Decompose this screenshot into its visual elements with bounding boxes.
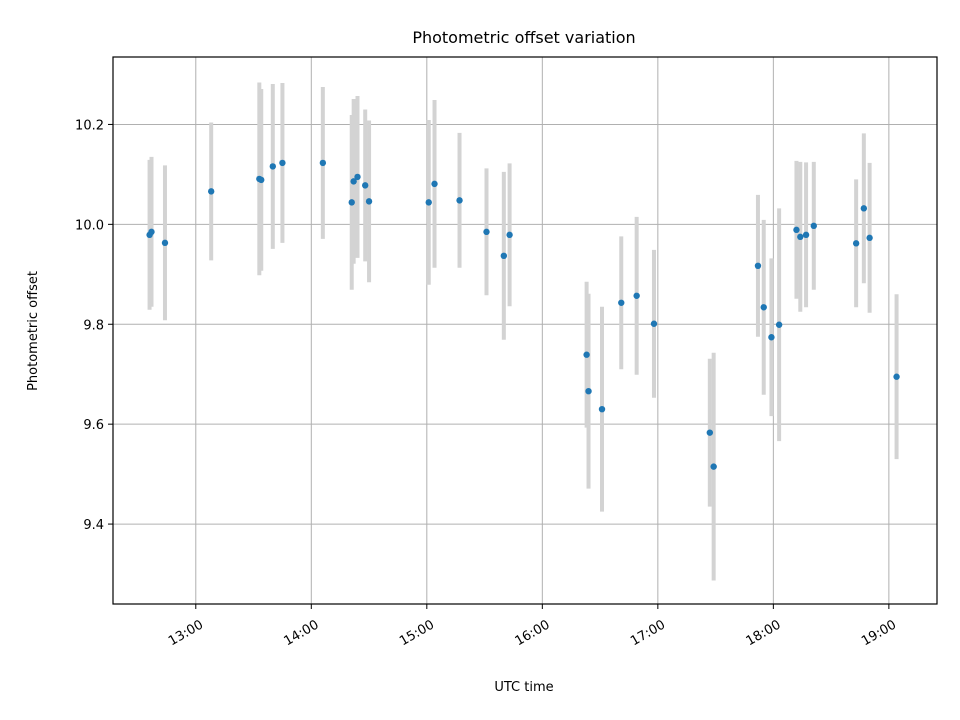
data-point (585, 387, 592, 395)
data-point (207, 188, 215, 195)
x-tick-label: 19:00 (859, 617, 899, 649)
data-point (633, 292, 640, 299)
data-point (258, 176, 265, 184)
data-point (583, 351, 590, 358)
data-point (365, 198, 373, 205)
data-point (161, 239, 169, 247)
data-point (319, 159, 327, 167)
data-point (852, 240, 860, 247)
x-tick-label: 18:00 (744, 617, 784, 649)
chart-title: Photometric offset variation (412, 28, 635, 47)
data-point (348, 199, 355, 206)
x-tick-label: 14:00 (282, 617, 322, 649)
data-point (793, 226, 800, 234)
data-point (350, 178, 357, 185)
x-tick-label: 15:00 (397, 617, 437, 649)
data-point (754, 262, 762, 270)
data-point (506, 231, 513, 239)
data-point (710, 463, 717, 470)
y-axis-label: Photometric offset (26, 271, 41, 391)
y-tick-label: 10.0 (75, 218, 104, 233)
data-point (148, 228, 155, 236)
data-point (269, 163, 276, 170)
data-point (618, 299, 625, 306)
data-point (775, 321, 783, 328)
data-point (425, 199, 432, 206)
x-axis-ticks: 13:00 14:00 15:00 16:00 17:00 18:00 19:00 (166, 604, 899, 649)
grid (113, 57, 937, 604)
data-point (797, 233, 804, 241)
data-point (810, 222, 817, 230)
data-point (650, 320, 658, 327)
x-tick-label: 16:00 (513, 617, 553, 649)
data-point (802, 231, 810, 239)
plot-frame (112, 56, 938, 605)
data-point (760, 304, 767, 311)
x-tick-label: 17:00 (628, 617, 668, 649)
data-point (860, 205, 868, 212)
x-axis-label: UTC time (494, 680, 553, 695)
y-tick-label: 9.6 (83, 418, 104, 433)
data-point (500, 252, 508, 260)
data-point (362, 182, 369, 189)
error-bars (147, 82, 899, 581)
data-point (893, 373, 900, 380)
y-tick-label: 10.2 (75, 118, 104, 133)
data-point (866, 234, 873, 242)
y-axis-ticks: 9.4 9.6 9.8 10.0 10.2 (75, 118, 113, 533)
data-point (598, 405, 606, 413)
data-point (706, 429, 714, 436)
data-point (456, 197, 463, 204)
data-point (354, 173, 361, 181)
x-tick-label: 13:00 (166, 617, 206, 649)
data-points (146, 159, 900, 470)
data-point (768, 334, 775, 341)
data-point (483, 228, 490, 236)
y-tick-label: 9.4 (83, 518, 104, 533)
data-point (279, 159, 286, 167)
y-tick-label: 9.8 (83, 318, 104, 333)
data-point (431, 180, 438, 188)
